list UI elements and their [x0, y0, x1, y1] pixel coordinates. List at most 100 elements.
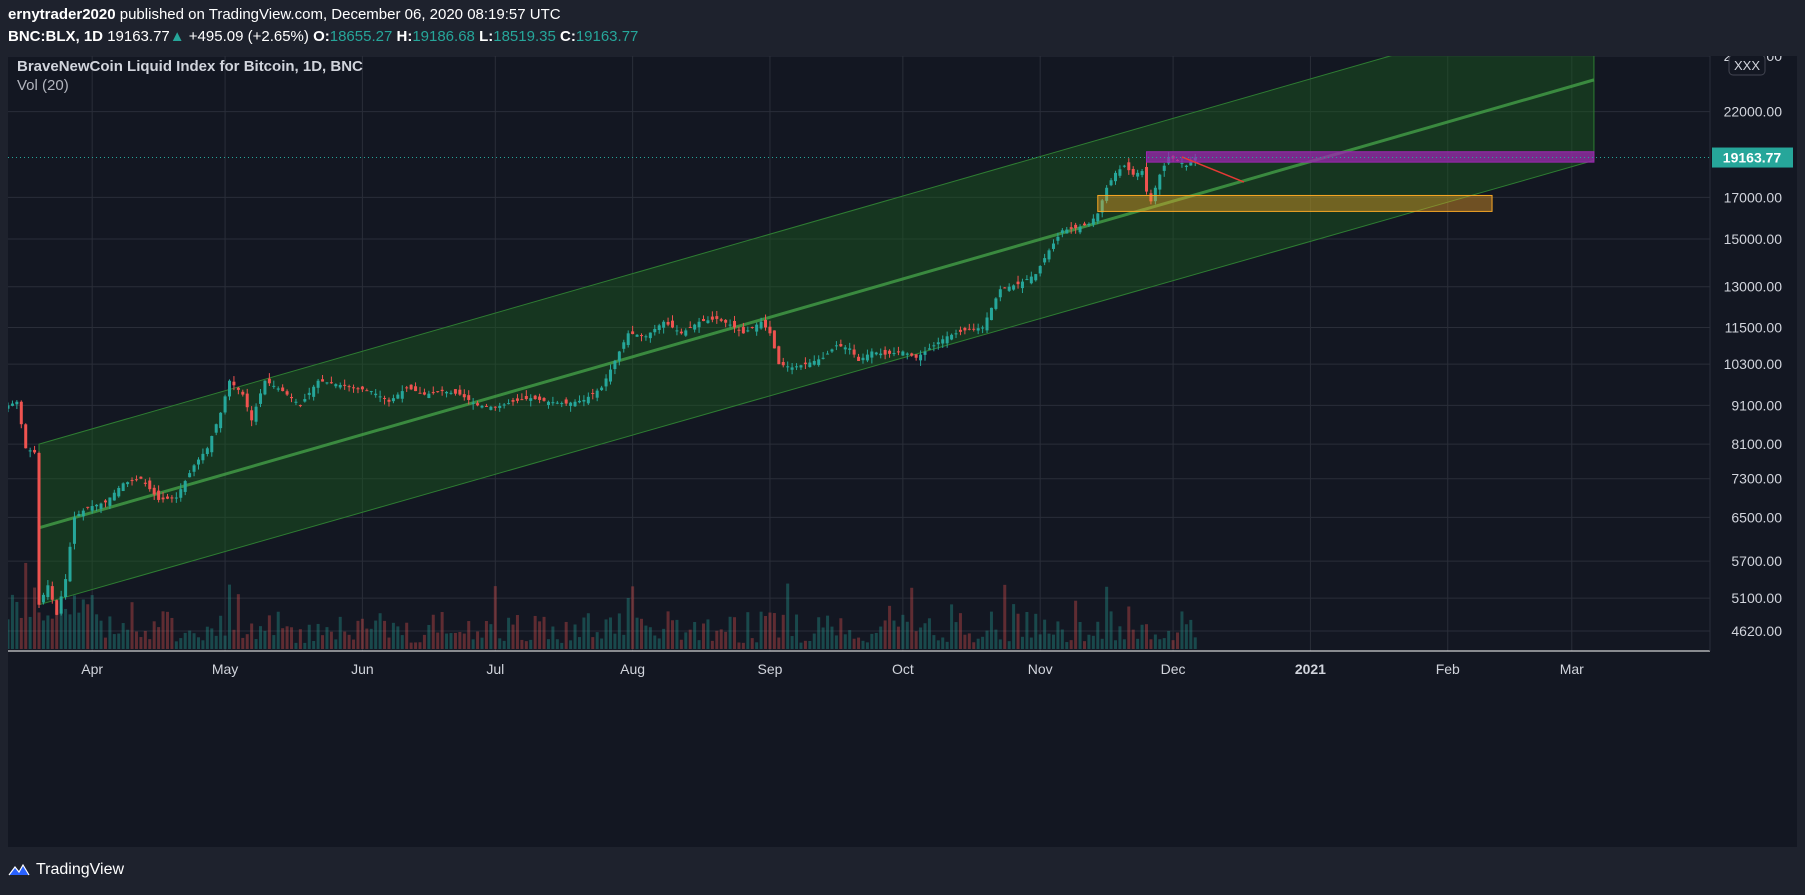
candle-body	[613, 360, 617, 370]
time-tick-label: Nov	[1028, 661, 1053, 677]
volume-bar	[524, 641, 528, 649]
volume-bar	[764, 616, 768, 649]
volume-bar	[888, 605, 892, 649]
volume-bar	[772, 613, 776, 649]
candle-body	[972, 328, 976, 330]
candle-body	[1122, 165, 1126, 167]
volume-bar	[852, 638, 856, 649]
candle-body	[59, 596, 63, 614]
volume-bar	[400, 635, 404, 649]
price-tick-label: 7300.00	[1731, 471, 1782, 487]
resistance-zone[interactable]	[1146, 151, 1595, 163]
candle-body	[449, 392, 453, 394]
scale-mode-button[interactable]: XXX	[1728, 56, 1766, 76]
support-zone[interactable]	[1097, 194, 1493, 212]
candle-body	[750, 327, 754, 329]
candle-body	[1162, 165, 1166, 171]
volume-bar	[223, 635, 227, 649]
candle-body	[1114, 172, 1117, 182]
volume-bar	[560, 642, 564, 649]
candle-body	[1184, 165, 1188, 168]
low-label: L:	[479, 28, 494, 45]
volume-bar	[675, 619, 679, 649]
volume-bar	[998, 639, 1002, 649]
candle-body	[369, 391, 373, 393]
price-tick-label: 11500.00	[1725, 319, 1783, 335]
price-chart[interactable]: 4620.00 5100.00 5700.00 6500.00 7300.00 8100.…	[8, 56, 1797, 847]
time-tick-label: Oct	[892, 661, 914, 677]
time-axis[interactable]: Apr May Jun Jul Aug Sep Oct Nov Dec 2021 Feb Mar	[81, 661, 1584, 677]
candle-body	[360, 386, 364, 390]
volume-bar	[1060, 629, 1064, 649]
candle-body	[263, 380, 267, 395]
candle-body	[945, 336, 949, 344]
volume-bar	[591, 637, 595, 649]
candle-body	[236, 387, 240, 390]
candle-body	[436, 391, 440, 393]
candle-body	[405, 387, 409, 389]
candle-body	[1047, 250, 1051, 260]
up-arrow-icon: ▲	[169, 28, 185, 45]
candle-body	[954, 333, 958, 335]
candle-body	[329, 382, 333, 384]
volume-bar	[471, 639, 475, 649]
volume-bar	[59, 608, 63, 649]
volume-bar	[1003, 584, 1007, 649]
candle-body	[706, 320, 710, 324]
candle-body	[387, 399, 391, 402]
candle-body	[68, 546, 72, 582]
high-label: H:	[396, 28, 413, 45]
volume-bar	[719, 629, 723, 649]
volume-bar	[945, 641, 949, 649]
candle-body	[24, 424, 28, 449]
volume-bar	[117, 633, 121, 649]
candle-body	[117, 487, 121, 497]
trend-line[interactable]	[1181, 156, 1245, 183]
volume-bar	[932, 635, 936, 649]
candle-body	[418, 392, 422, 394]
volume-bar	[77, 612, 81, 649]
volume-bar	[595, 632, 599, 649]
volume-bar	[316, 623, 320, 649]
footer-brand[interactable]: TradingView	[8, 858, 124, 882]
candle-body	[577, 400, 581, 403]
volume-bar	[431, 614, 435, 649]
volume-bar	[600, 638, 604, 649]
candle-body	[81, 510, 85, 517]
candle-body	[648, 332, 652, 339]
candle-body	[108, 497, 112, 506]
time-tick-label: Jul	[486, 661, 504, 677]
volume-bar	[586, 613, 590, 649]
volume-bar	[188, 630, 192, 649]
volume-bar	[1167, 630, 1171, 649]
author-name[interactable]: ernytrader2020	[8, 6, 116, 23]
candle-body	[183, 481, 187, 492]
candle-body	[923, 351, 927, 355]
price-tick-label: 4620.00	[1731, 623, 1782, 639]
tradingview-logo-icon	[8, 863, 30, 876]
candle-body	[130, 480, 134, 482]
candle-body	[524, 396, 528, 400]
volume-bar	[303, 642, 307, 649]
candle-body	[290, 396, 294, 399]
volume-bar	[546, 639, 550, 649]
volume-bar	[777, 637, 781, 649]
volume-bar	[538, 621, 542, 649]
volume-bar	[1020, 636, 1024, 649]
candle-body	[259, 393, 263, 404]
volume-bar	[724, 631, 728, 649]
volume-bar	[480, 637, 484, 649]
candle-body	[1007, 286, 1011, 291]
candle-body	[1189, 161, 1193, 166]
volume-bar	[874, 632, 878, 649]
volume-bar	[143, 630, 147, 649]
volume-bar	[857, 637, 861, 649]
volume-bar	[635, 617, 639, 649]
volume-bar	[165, 611, 169, 649]
candle-body	[1082, 223, 1086, 226]
candle-body	[879, 353, 883, 356]
candle-body	[285, 391, 289, 395]
candle-body	[298, 405, 302, 407]
candle-body	[161, 497, 165, 500]
volume-bar	[334, 639, 338, 649]
